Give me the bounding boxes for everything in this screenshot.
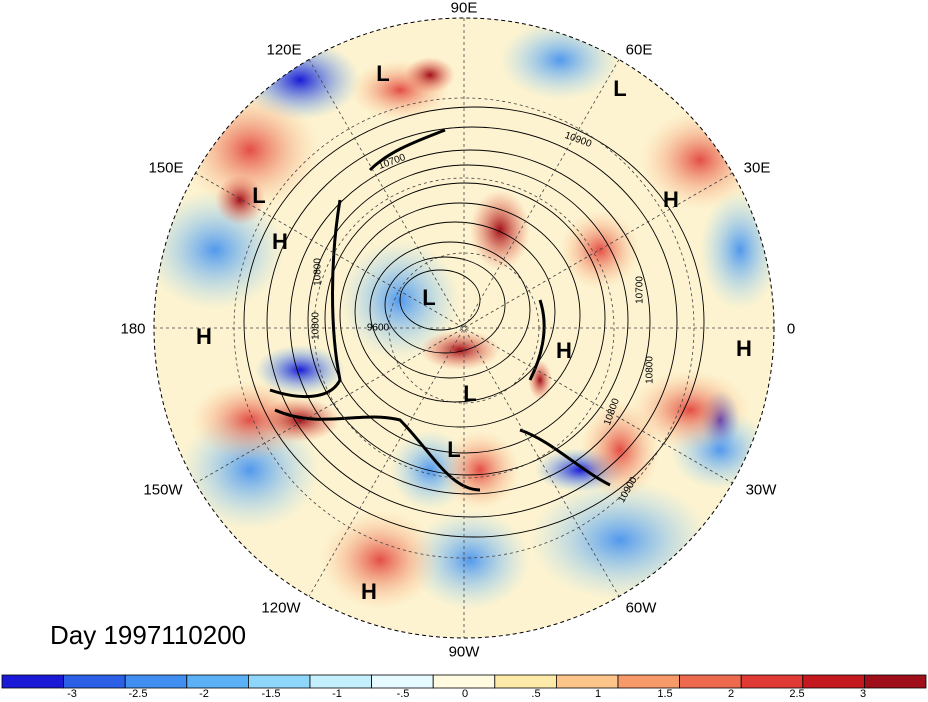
contour-label: 10700	[634, 276, 646, 304]
colorbar-swatch	[63, 674, 126, 689]
high-marker: H	[361, 579, 377, 604]
colorbar-tick: -1.5	[261, 688, 281, 700]
lon-label-120e: 120E	[266, 41, 302, 59]
colorbar-swatch	[309, 674, 372, 689]
lon-label-0: 0	[786, 320, 796, 338]
colorbar-tick: -3	[67, 688, 77, 700]
lon-label-60e: 60E	[625, 41, 653, 59]
high-marker: H	[556, 338, 572, 363]
low-marker: L	[447, 437, 461, 462]
colorbar-tick: 3	[859, 688, 867, 700]
lon-label-30e: 30E	[743, 159, 771, 177]
colorbar-tick: -.5	[396, 688, 410, 700]
lon-label-30w: 30W	[745, 481, 777, 499]
low-marker: L	[463, 381, 477, 406]
high-marker: H	[272, 229, 288, 254]
colorbar-swatch	[371, 674, 434, 689]
contour-label: 10800	[644, 356, 656, 384]
lon-label-150e: 150E	[148, 159, 184, 177]
lon-label-150w: 150W	[143, 481, 183, 499]
colorbar-tick: 2	[727, 688, 735, 700]
colorbar-swatch	[740, 674, 804, 689]
lon-label-90e: 90E	[450, 0, 478, 17]
colorbar-swatch	[1, 674, 64, 689]
colorbar-tick: -2.5	[128, 688, 148, 700]
colorbar-swatch	[247, 674, 311, 689]
height-contours	[243, 106, 705, 538]
colorbar	[1, 674, 927, 689]
colorbar-tick: 1.5	[657, 688, 673, 700]
lon-label-60w: 60W	[625, 599, 657, 617]
contour-label: 9600	[366, 322, 390, 334]
colorbar-swatch	[864, 674, 927, 689]
colorbar-tick: 1	[594, 688, 602, 700]
colorbar-swatch	[186, 674, 249, 689]
colorbar-swatch	[432, 674, 496, 689]
colorbar-swatch	[124, 674, 188, 689]
contour-label: 10800	[310, 312, 322, 340]
jet-contours	[269, 128, 611, 492]
high-marker: H	[663, 187, 679, 212]
lon-label-120w: 120W	[261, 599, 301, 617]
colorbar-swatch	[617, 674, 680, 689]
lon-label-90w: 90W	[448, 643, 480, 661]
contour-label: 10800	[312, 258, 324, 286]
colorbar-tick: 2.5	[789, 688, 805, 700]
graticule	[154, 18, 774, 638]
colorbar-tick: -1	[332, 688, 342, 700]
low-marker: L	[376, 61, 390, 86]
high-marker: H	[736, 336, 752, 361]
colorbar-swatch	[802, 674, 865, 689]
colorbar-tick: .5	[531, 688, 541, 700]
high-marker: H	[196, 324, 212, 349]
colorbar-swatch	[556, 674, 619, 689]
colorbar-swatch	[679, 674, 742, 689]
low-marker: L	[422, 285, 436, 310]
colorbar-swatch	[494, 674, 557, 689]
lon-label-180: 180	[120, 320, 146, 338]
low-marker: L	[613, 76, 627, 101]
colorbar-tick: 0	[461, 688, 469, 700]
colorbar-tick: -2	[199, 688, 209, 700]
low-marker: L	[252, 183, 266, 208]
map-title: Day 1997110200	[50, 620, 247, 650]
